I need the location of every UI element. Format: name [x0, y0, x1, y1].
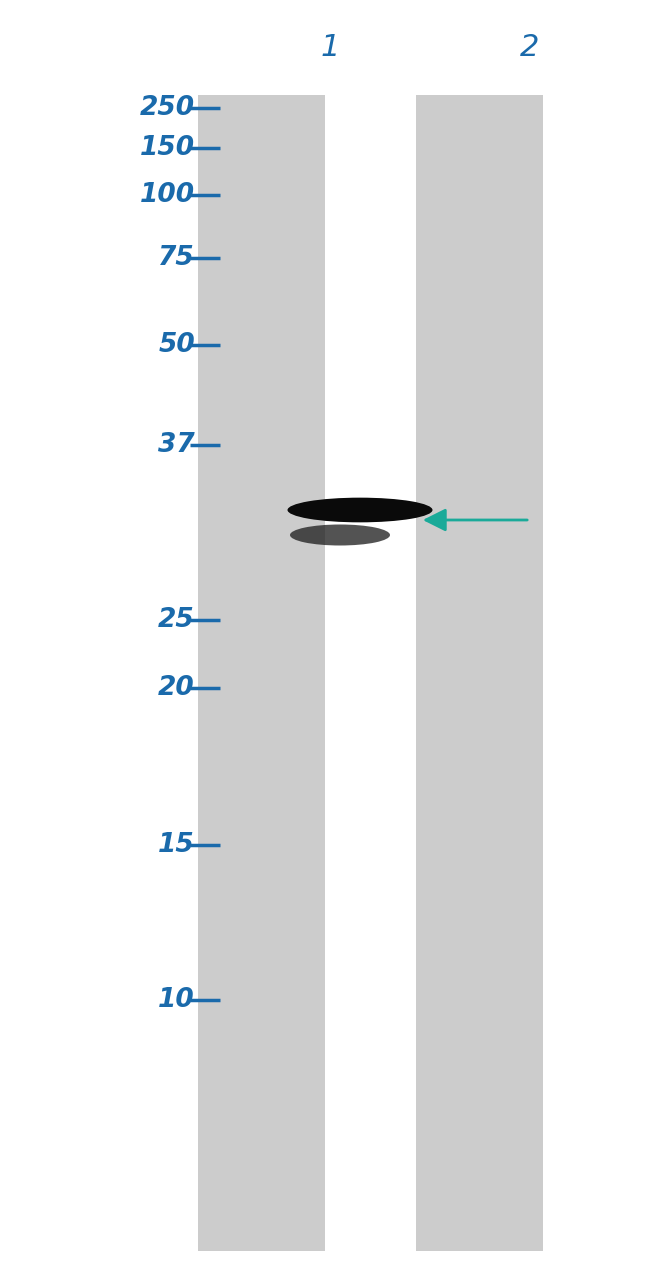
Text: 20: 20	[158, 674, 195, 701]
Text: 2: 2	[520, 33, 540, 62]
Text: 15: 15	[158, 832, 195, 859]
Text: 75: 75	[158, 245, 195, 271]
Bar	[416, 95, 543, 1251]
Text: 50: 50	[158, 331, 195, 358]
Text: 37: 37	[158, 432, 195, 458]
Ellipse shape	[290, 525, 390, 546]
Text: 25: 25	[158, 607, 195, 632]
Bar	[198, 95, 325, 1251]
Text: 1: 1	[320, 33, 340, 62]
Text: 100: 100	[140, 182, 195, 208]
Text: 10: 10	[158, 987, 195, 1013]
Text: 150: 150	[140, 135, 195, 161]
Text: 250: 250	[140, 95, 195, 121]
Ellipse shape	[287, 498, 432, 522]
